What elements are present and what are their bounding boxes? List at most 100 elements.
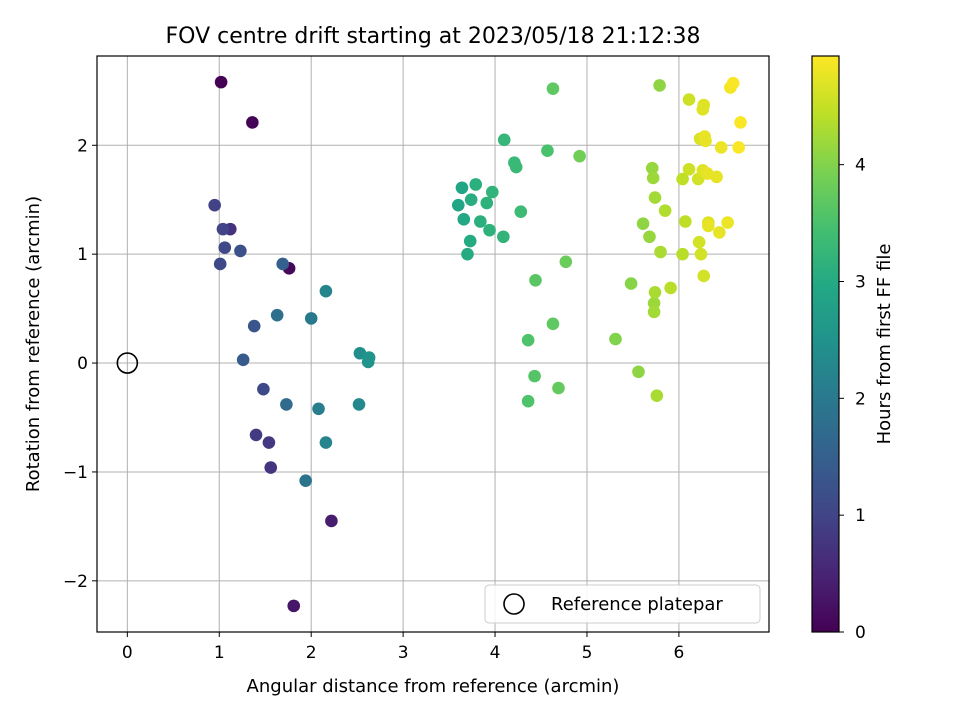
data-point	[648, 285, 662, 299]
colorbar-tick-label: 4	[855, 156, 866, 176]
colorbar: 0 1 2 3 4 Hours from first FF file	[811, 55, 895, 643]
colorbar-tick-label: 0	[855, 623, 866, 643]
data-point	[528, 369, 541, 383]
data-point	[325, 514, 338, 528]
data-point	[732, 141, 745, 154]
data-point	[474, 215, 487, 228]
x-tick-label: 2	[306, 643, 317, 663]
data-point	[676, 172, 689, 186]
data-point	[497, 230, 510, 244]
data-point	[552, 381, 565, 395]
y-tick-label: 1	[77, 245, 88, 265]
legend-box	[484, 584, 761, 624]
grid-lines	[97, 56, 769, 632]
data-point	[463, 234, 477, 248]
legend: Reference platepar	[484, 584, 761, 624]
data-point	[497, 133, 511, 147]
data-point	[234, 244, 247, 258]
y-tick-label: −1	[63, 463, 88, 483]
data-point	[682, 93, 696, 106]
data-point	[664, 281, 677, 295]
data-point	[469, 178, 483, 191]
data-point	[650, 389, 664, 403]
x-tick-label: 3	[398, 643, 409, 663]
data-point	[457, 213, 471, 226]
data-point	[208, 198, 221, 212]
x-tick-label: 1	[214, 643, 225, 663]
x-tick-label: 0	[122, 643, 133, 663]
data-point	[692, 235, 706, 249]
data-point	[521, 333, 535, 347]
legend-reference-marker	[503, 593, 525, 615]
chart-title: FOV centre drift starting at 2023/05/18 …	[166, 24, 701, 49]
data-point	[546, 317, 560, 331]
data-point	[352, 398, 366, 411]
data-point	[451, 198, 465, 212]
data-point	[710, 170, 723, 184]
data-point	[514, 205, 528, 219]
data-point	[559, 255, 573, 269]
data-point	[646, 171, 660, 185]
data-point	[546, 82, 560, 95]
data-point	[213, 257, 227, 271]
data-point	[653, 79, 666, 92]
data-point	[218, 241, 232, 254]
axes-frame	[96, 55, 770, 633]
legend-reference-label: Reference platepar	[551, 594, 723, 615]
data-point	[319, 436, 333, 449]
data-point	[461, 247, 474, 261]
data-point	[287, 599, 301, 613]
data-point	[312, 402, 325, 416]
data-point	[679, 215, 692, 228]
data-point	[645, 161, 659, 175]
x-tick-label: 5	[582, 643, 593, 663]
data-points	[208, 75, 747, 613]
x-axis-ticks: 0 1 2 3 4 5 6	[122, 632, 684, 663]
data-point	[509, 160, 523, 174]
colorbar-tick-label: 3	[855, 272, 866, 292]
x-tick-label: 6	[673, 643, 684, 663]
data-point	[262, 436, 276, 449]
colorbar-gradient	[811, 55, 840, 633]
data-point	[541, 144, 554, 158]
x-tick-label: 4	[490, 643, 501, 663]
data-point	[676, 247, 689, 261]
data-point	[362, 351, 376, 364]
data-point	[609, 332, 622, 346]
data-point	[249, 428, 263, 442]
data-point	[236, 353, 250, 367]
data-point	[702, 219, 715, 233]
reference-platepar-marker	[116, 352, 139, 374]
y-tick-label: −2	[63, 572, 88, 592]
data-point	[264, 461, 278, 474]
reference-marker-group	[116, 352, 139, 374]
data-point	[624, 277, 638, 290]
data-point	[247, 319, 261, 333]
data-point	[480, 196, 494, 210]
data-point	[647, 296, 661, 310]
data-point	[483, 223, 496, 237]
data-point	[455, 181, 469, 195]
data-point	[257, 382, 270, 396]
data-point	[654, 245, 667, 259]
data-point	[647, 305, 661, 319]
data-point	[648, 191, 662, 204]
data-point	[319, 284, 333, 298]
data-point	[713, 226, 726, 239]
data-point	[270, 308, 284, 322]
data-point	[721, 216, 734, 229]
data-point	[276, 257, 289, 271]
data-point	[299, 474, 312, 487]
data-point	[636, 217, 650, 230]
y-axis-ticks: −2 −1 0 1 2	[63, 136, 97, 592]
data-point	[529, 274, 542, 287]
colorbar-tick-label: 1	[855, 506, 866, 526]
data-point	[726, 76, 740, 90]
data-point	[682, 162, 696, 176]
data-point	[643, 230, 656, 244]
data-point	[699, 134, 712, 148]
y-tick-label: 2	[77, 136, 88, 156]
x-axis-label: Angular distance from reference (arcmin)	[247, 676, 620, 697]
